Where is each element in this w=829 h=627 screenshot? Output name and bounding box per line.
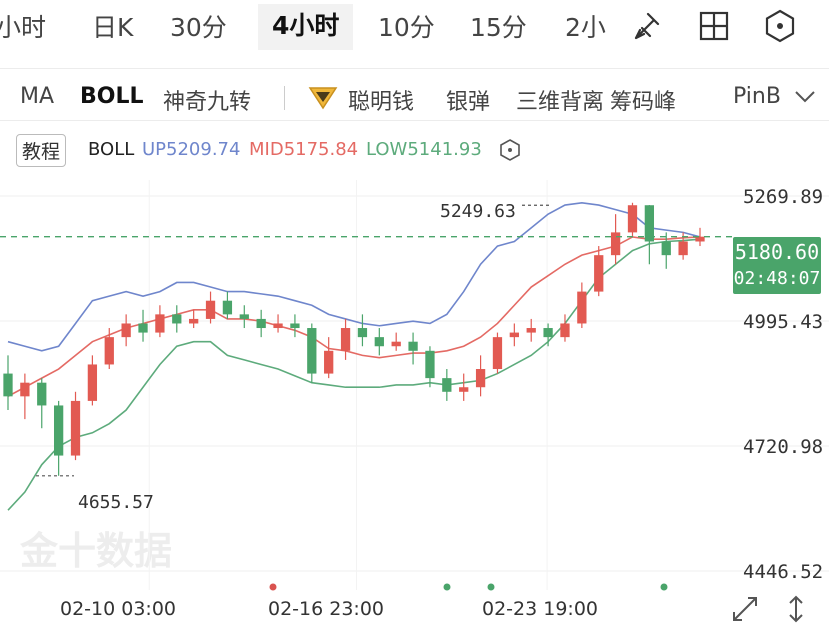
candle bbox=[374, 337, 384, 347]
candle bbox=[155, 314, 165, 333]
candle bbox=[357, 328, 368, 338]
current-price-tag: 5180.60 02:48:07 bbox=[733, 237, 821, 294]
expand-icon[interactable] bbox=[730, 594, 760, 624]
high-annotation: 5249.63 bbox=[440, 201, 516, 222]
indicator-pinbar[interactable]: PinB bbox=[733, 84, 781, 109]
candle bbox=[290, 323, 300, 329]
tab-2hour[interactable]: 2小 bbox=[565, 13, 606, 42]
indicator-smart-money[interactable]: 聪明钱 bbox=[348, 90, 415, 115]
tab-30min[interactable]: 30分 bbox=[170, 13, 227, 42]
draw-tool-icon[interactable] bbox=[628, 8, 664, 44]
current-price: 5180.60 bbox=[734, 240, 820, 264]
candle bbox=[644, 205, 655, 242]
x-tick-label: 02-10 03:00 bbox=[60, 598, 177, 620]
candle bbox=[324, 350, 334, 374]
candle bbox=[475, 369, 486, 388]
indicator-divider bbox=[284, 86, 285, 110]
candle bbox=[189, 318, 199, 324]
indicator-boll[interactable]: BOLL bbox=[80, 84, 144, 109]
tab-1hour[interactable]: 小时 bbox=[0, 13, 47, 42]
candle bbox=[425, 350, 435, 379]
tutorial-button[interactable]: 教程 bbox=[16, 134, 67, 167]
event-dot bbox=[443, 583, 451, 591]
candle bbox=[172, 314, 182, 324]
candle bbox=[492, 337, 503, 370]
tab-daily[interactable]: 日K bbox=[92, 13, 134, 42]
candle bbox=[138, 323, 148, 333]
candle bbox=[509, 332, 519, 338]
candle bbox=[205, 300, 216, 319]
chevron-down-icon[interactable] bbox=[794, 90, 816, 104]
divider bbox=[0, 120, 829, 121]
candle bbox=[37, 382, 47, 406]
candle bbox=[20, 382, 30, 397]
timeframe-tabs: 小时 日K 30分 4小时 10分 15分 2小 bbox=[0, 0, 829, 56]
candle bbox=[391, 341, 401, 347]
candle bbox=[87, 364, 98, 401]
x-tick-label: 02-23 19:00 bbox=[482, 598, 599, 620]
candle bbox=[661, 241, 671, 256]
indicator-ma[interactable]: MA bbox=[20, 84, 55, 109]
candle bbox=[610, 232, 621, 256]
upper-band-line bbox=[7, 201, 701, 352]
candle bbox=[594, 255, 604, 292]
candle-countdown: 02:48:07 bbox=[733, 268, 821, 289]
candle bbox=[239, 314, 249, 319]
watermark: 金十数据 bbox=[20, 529, 173, 573]
tab-4hour[interactable]: 4小时 bbox=[258, 4, 354, 50]
candle bbox=[70, 400, 81, 456]
candle bbox=[560, 323, 570, 338]
legend-mid: MID5175.84 bbox=[249, 139, 359, 160]
chart-annotations bbox=[0, 204, 733, 591]
settings-hexagon-icon[interactable] bbox=[498, 138, 522, 162]
candle bbox=[459, 387, 469, 392]
legend-up: UP5209.74 bbox=[142, 139, 241, 160]
candles bbox=[3, 202, 705, 476]
tab-10min[interactable]: 10分 bbox=[378, 13, 435, 42]
candle bbox=[543, 328, 553, 338]
grid-layout-icon[interactable] bbox=[696, 8, 732, 44]
indicator-bar: MA BOLL 神奇九转 聪明钱 银弹 三维背离 筹码峰 PinB bbox=[0, 80, 829, 115]
candle bbox=[53, 405, 64, 456]
event-dot bbox=[487, 583, 495, 591]
legend-name: BOLL bbox=[88, 139, 135, 160]
indicator-magic-nine[interactable]: 神奇九转 bbox=[163, 90, 252, 115]
tab-15min[interactable]: 15分 bbox=[470, 13, 527, 42]
candle bbox=[307, 328, 317, 374]
settings-hexagon-icon[interactable] bbox=[762, 8, 798, 44]
candle bbox=[340, 328, 351, 351]
candle bbox=[442, 378, 452, 392]
y-tick-label: 4995.43 bbox=[743, 311, 824, 333]
y-tick-label: 4720.98 bbox=[743, 436, 824, 458]
candle bbox=[627, 205, 638, 233]
candle bbox=[408, 341, 418, 351]
vertical-resize-icon[interactable] bbox=[782, 594, 810, 624]
indicator-silver-bullet[interactable]: 银弹 bbox=[446, 90, 491, 115]
candle bbox=[577, 291, 587, 324]
divider bbox=[0, 68, 829, 69]
x-tick-label: 02-16 23:00 bbox=[268, 598, 385, 620]
y-tick-label: 5269.89 bbox=[743, 186, 824, 208]
candle bbox=[121, 323, 131, 338]
diamond-icon bbox=[308, 87, 338, 110]
event-dot bbox=[660, 583, 668, 591]
legend-low: LOW5141.93 bbox=[366, 139, 482, 160]
candle bbox=[222, 300, 233, 315]
candle bbox=[273, 323, 283, 329]
candle bbox=[678, 241, 688, 256]
candle bbox=[256, 318, 266, 329]
low-annotation: 4655.57 bbox=[78, 492, 154, 513]
candle bbox=[104, 337, 114, 365]
candle bbox=[695, 236, 705, 242]
candle bbox=[526, 328, 536, 333]
candle bbox=[3, 373, 13, 397]
indicator-chip-peak[interactable]: 筹码峰 bbox=[610, 90, 677, 115]
indicator-3d-divergence[interactable]: 三维背离 bbox=[516, 90, 605, 115]
y-tick-label: 4446.52 bbox=[743, 561, 824, 583]
event-dot bbox=[269, 583, 277, 591]
